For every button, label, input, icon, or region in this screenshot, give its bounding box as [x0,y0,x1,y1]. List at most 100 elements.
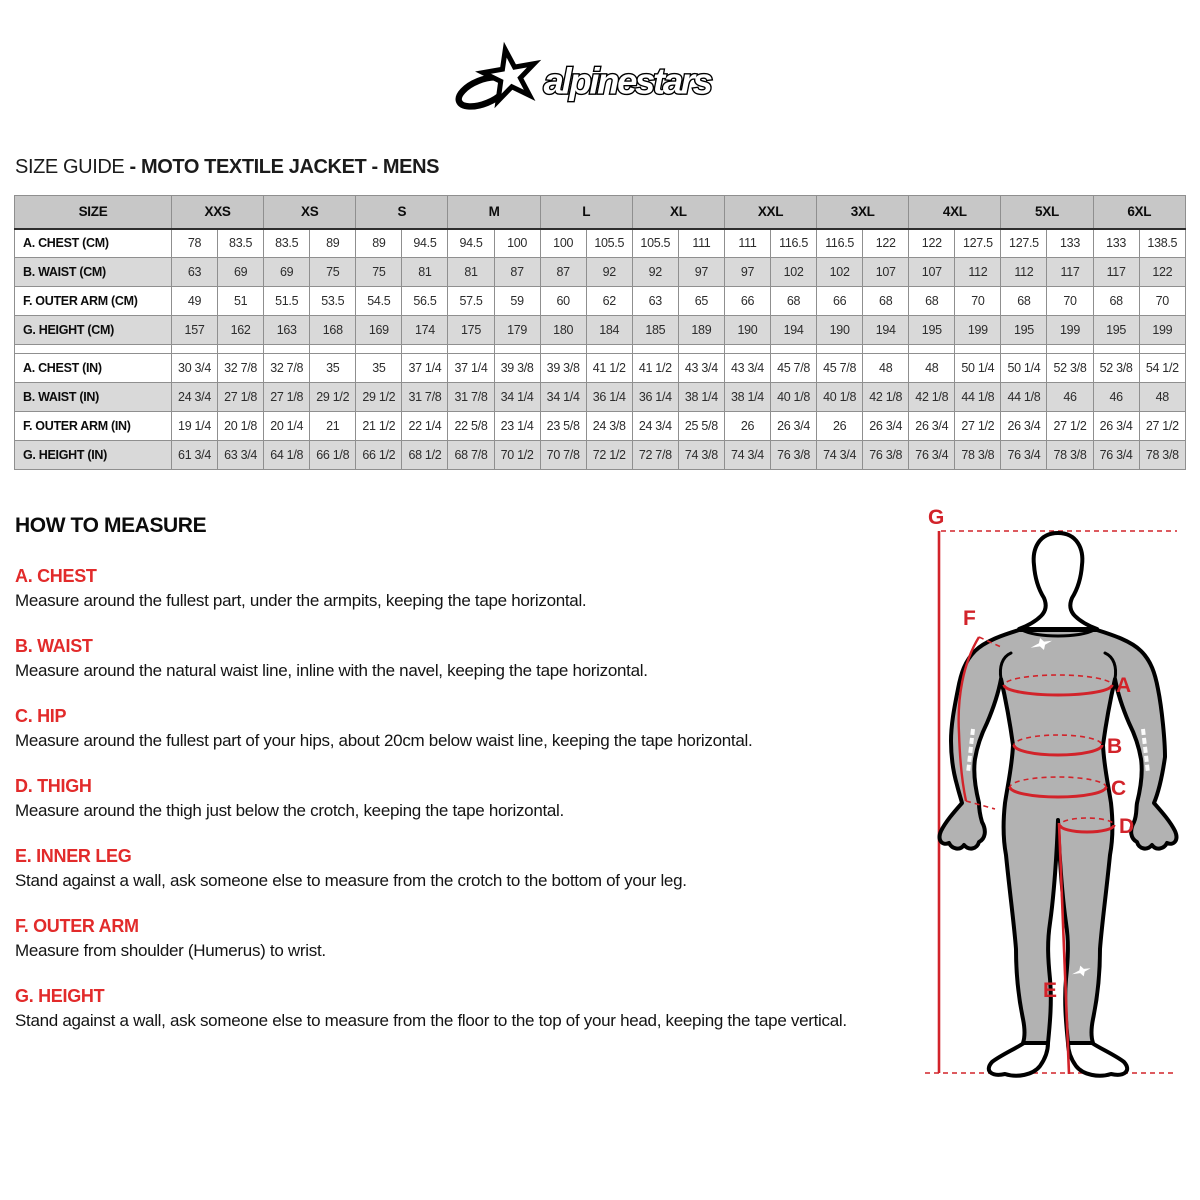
size-value-cell: 195 [1092,315,1140,345]
size-value-cell: 70 [1046,286,1094,316]
size-value-cell: 22 5/8 [447,411,495,441]
size-value-cell: 138.5 [1138,228,1187,258]
size-value-cell: 51.5 [263,286,311,316]
size-value-cell: 66 1/8 [309,440,357,470]
size-value-cell: 81 [447,257,495,287]
size-value-cell: 32 7/8 [217,353,265,383]
size-value-cell: 57.5 [447,286,495,316]
header: alpinestars [0,0,1200,128]
size-value-cell: 92 [585,257,633,287]
separator-cell [355,344,403,354]
size-value-cell: 26 [723,411,772,441]
size-value-cell: 74 3/8 [677,440,725,470]
measure-label: D. THIGH [15,776,92,796]
label-f: F [963,607,976,630]
separator-cell [309,344,357,354]
left-foot [986,1041,1050,1078]
size-value-cell: 127.5 [1000,228,1048,258]
size-value-cell: 133 [1092,228,1140,258]
size-value-cell: 41 1/2 [631,353,679,383]
size-value-cell: 87 [539,257,587,287]
size-value-cell: 133 [1046,228,1094,258]
size-value-cell: 70 7/8 [539,440,587,470]
size-column-header: M [447,195,541,230]
size-value-cell: 94.5 [401,228,449,258]
size-value-cell: 78 [170,228,219,258]
measurement-diagram: G A B C D E [915,503,1200,1103]
size-value-cell: 63 [631,286,679,316]
size-value-cell: 70 1/2 [493,440,541,470]
size-value-cell: 63 3/4 [217,440,265,470]
size-value-cell: 68 [1000,286,1048,316]
calf-star-icon [1072,965,1091,977]
size-value-cell: 117 [1092,257,1140,287]
size-value-cell: 127.5 [954,228,1002,258]
separator-cell [1138,344,1187,354]
size-value-cell: 29 1/2 [309,382,357,412]
size-value-cell: 194 [862,315,910,345]
right-armpit-line [1103,651,1118,681]
measure-label: C. HIP [15,706,67,726]
measure-text: Measure from shoulder (Humerus) to wrist… [15,941,326,960]
size-value-cell: 184 [585,315,633,345]
page-title: SIZE GUIDE - MOTO TEXTILE JACKET - MENS [15,156,1200,179]
size-value-cell: 36 1/4 [585,382,633,412]
size-value-cell: 162 [217,315,265,345]
size-value-cell: 81 [401,257,449,287]
size-value-cell: 39 3/8 [539,353,587,383]
measure-text: Measure around the thigh just below the … [15,801,564,820]
size-value-cell: 92 [631,257,679,287]
size-value-cell: 48 [862,353,910,383]
size-value-cell: 185 [631,315,679,345]
size-value-cell: 31 7/8 [447,382,495,412]
label-a: A [1116,674,1131,697]
page-title-bold: - MOTO TEXTILE JACKET - MENS [129,156,440,178]
size-value-cell: 100 [539,228,587,258]
size-table-row: B. WAIST (CM) 63 69 69 75 75 81 81 87 87 92 92 97 97 1… [14,257,1187,287]
size-table-row: G. HEIGHT (IN) 61 3/4 63 3/4 64 1/8 66 1/8 66… [14,440,1187,470]
size-value-cell: 97 [723,257,772,287]
size-column-header: 5XL [1000,195,1094,230]
alpinestars-star-icon [455,41,542,110]
right-forearm-logo-mark [1141,728,1150,774]
measure-text: Stand against a wall, ask someone else t… [15,1011,847,1030]
size-value-cell: 37 1/4 [401,353,449,383]
body-silhouette [937,628,1179,1045]
collar-line [1020,628,1096,638]
size-value-cell: 46 [1092,382,1140,412]
separator-cell [908,344,956,354]
size-column-header: XXL [723,195,818,230]
size-value-cell: 35 [355,353,403,383]
size-value-cell: 190 [723,315,772,345]
size-value-cell: 54 1/2 [1138,353,1187,383]
size-value-cell: 122 [908,228,956,258]
size-value-cell: 45 7/8 [770,353,818,383]
size-value-cell: 50 1/4 [954,353,1002,383]
size-value-cell: 89 [355,228,403,258]
size-column-header: 6XL [1092,195,1187,230]
size-value-cell: 24 3/4 [631,411,679,441]
label-g: G [928,506,944,529]
size-value-cell: 70 [954,286,1002,316]
size-value-cell: 54.5 [355,286,403,316]
size-column-header: XL [631,195,725,230]
size-value-cell: 157 [170,315,219,345]
size-value-cell: 27 1/8 [263,382,311,412]
size-value-cell: 87 [493,257,541,287]
separator-cell [770,344,818,354]
size-value-cell: 68 [908,286,956,316]
size-value-cell: 199 [1046,315,1094,345]
size-value-cell: 107 [908,257,956,287]
separator-cell [723,344,772,354]
size-value-cell: 49 [170,286,219,316]
size-value-cell: 23 5/8 [539,411,587,441]
label-c: C [1111,777,1126,800]
size-value-cell: 107 [862,257,910,287]
label-e: E [1043,979,1057,1002]
size-value-cell: 31 7/8 [401,382,449,412]
size-value-cell: 27 1/2 [954,411,1002,441]
measure-section: E. INNER LEG Stand against a wall, ask s… [15,846,895,891]
size-value-cell: 56.5 [401,286,449,316]
measure-section: A. CHEST Measure around the fullest part… [15,566,895,611]
size-value-cell: 179 [493,315,541,345]
